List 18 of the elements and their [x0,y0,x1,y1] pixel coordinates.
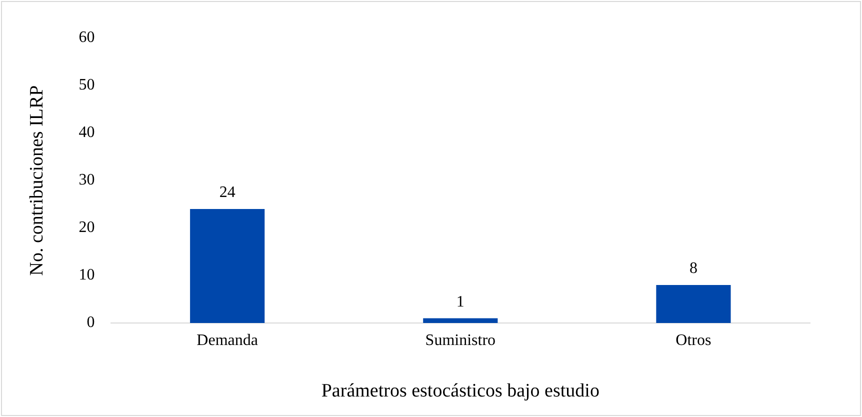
x-axis-title: Parámetros estocásticos bajo estudio [321,380,600,402]
y-tick-label: 20 [78,219,95,236]
y-tick-label: 10 [78,266,95,284]
data-label: 8 [689,260,698,278]
y-tick-label: 60 [78,29,95,46]
bar [656,285,731,323]
y-tick-label: 30 [78,172,95,189]
x-tick-label: Otros [676,332,712,349]
x-tick-label: Suministro [425,332,496,349]
y-tick-label: 0 [86,314,95,332]
x-tick-label: Demanda [196,332,258,349]
y-tick-label: 50 [78,76,95,94]
y-axis-title: No. contribuciones ILRP [26,85,48,276]
y-tick-label: 40 [78,124,95,142]
data-label: 1 [456,293,464,310]
bar [190,209,265,323]
data-label: 24 [219,184,236,202]
bar [423,318,498,323]
